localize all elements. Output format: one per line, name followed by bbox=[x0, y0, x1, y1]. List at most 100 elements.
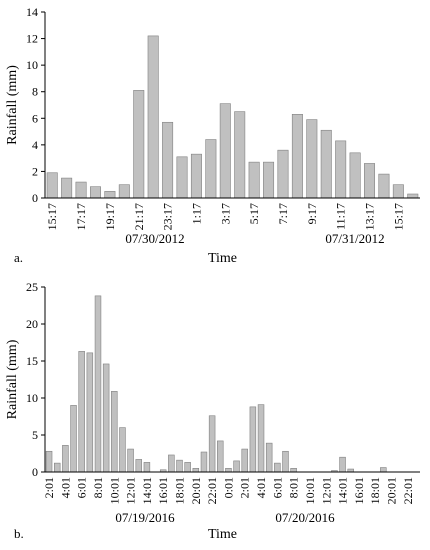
x-tick-label: 10:01 bbox=[303, 477, 317, 504]
bar bbox=[380, 467, 387, 473]
bar bbox=[168, 454, 175, 473]
bar bbox=[102, 363, 110, 473]
bar bbox=[176, 459, 183, 473]
x-tick-label: 19:17 bbox=[103, 203, 117, 230]
bar bbox=[291, 114, 303, 199]
bar bbox=[94, 295, 102, 473]
x-axis-title: Time bbox=[208, 251, 237, 266]
bar bbox=[208, 415, 216, 473]
x-tick-label: 11:17 bbox=[334, 203, 348, 230]
x-tick-label: 2:01 bbox=[238, 477, 252, 498]
y-tick-label: 6 bbox=[32, 111, 38, 125]
bar bbox=[263, 161, 275, 199]
x-tick-label: 3:17 bbox=[218, 203, 232, 224]
x-tick-label: 6:01 bbox=[270, 477, 284, 498]
bar bbox=[335, 140, 347, 199]
bar bbox=[61, 177, 73, 199]
y-axis-title: Rainfall (mm) bbox=[5, 339, 20, 419]
x-tick-label: 4:01 bbox=[58, 477, 72, 498]
bar bbox=[127, 448, 134, 473]
bar bbox=[75, 181, 87, 199]
bar bbox=[306, 119, 318, 199]
bar bbox=[234, 111, 246, 199]
panel-label: b. bbox=[14, 526, 24, 541]
bar bbox=[135, 459, 142, 473]
x-tick-label: 6:01 bbox=[75, 477, 89, 498]
bar bbox=[45, 450, 53, 473]
x-tick-label: 18:01 bbox=[368, 477, 382, 504]
x-tick-label: 0:01 bbox=[221, 477, 235, 498]
x-tick-label: 12:01 bbox=[319, 477, 333, 504]
bar bbox=[248, 161, 260, 199]
bar bbox=[364, 163, 376, 199]
bar bbox=[378, 173, 390, 199]
bar bbox=[70, 405, 77, 473]
x-tick-label: 15:17 bbox=[391, 203, 405, 230]
bar bbox=[62, 445, 69, 473]
y-tick-label: 0 bbox=[32, 465, 38, 479]
x-tick-label: 20:01 bbox=[384, 477, 398, 504]
bar bbox=[104, 191, 116, 199]
y-tick-label: 20 bbox=[26, 317, 38, 331]
bar bbox=[392, 184, 404, 199]
y-tick-label: 15 bbox=[26, 354, 38, 368]
x-tick-label: 4:01 bbox=[254, 477, 268, 498]
bar bbox=[217, 440, 224, 473]
bar bbox=[225, 467, 232, 473]
bar bbox=[249, 406, 257, 473]
bar bbox=[320, 129, 332, 199]
x-axis-title: Time bbox=[208, 527, 237, 542]
y-tick-label: 0 bbox=[32, 191, 38, 205]
x-tick-label: 12:01 bbox=[124, 477, 138, 504]
x-tick-label: 20:01 bbox=[189, 477, 203, 504]
date-label: 07/19/2016 bbox=[115, 510, 175, 525]
bar bbox=[46, 172, 58, 199]
bar bbox=[282, 450, 289, 473]
x-tick-label: 8:01 bbox=[287, 477, 301, 498]
y-tick-label: 10 bbox=[26, 391, 38, 405]
bar bbox=[143, 462, 151, 473]
x-tick-label: 5:17 bbox=[247, 203, 261, 224]
bar bbox=[147, 35, 159, 199]
bar bbox=[184, 462, 191, 473]
x-tick-label: 8:01 bbox=[91, 477, 105, 498]
date-label: 07/30/2012 bbox=[125, 231, 184, 246]
y-tick-label: 8 bbox=[32, 85, 38, 99]
bar bbox=[241, 448, 248, 473]
bar bbox=[192, 467, 200, 473]
x-tick-label: 18:01 bbox=[173, 477, 187, 504]
x-tick-label: 22:01 bbox=[401, 477, 415, 504]
x-tick-label: 13:17 bbox=[363, 203, 377, 230]
x-tick-label: 17:17 bbox=[74, 203, 88, 230]
bar bbox=[119, 427, 126, 473]
bar bbox=[200, 451, 208, 473]
bar bbox=[233, 460, 240, 473]
x-tick-label: 15:17 bbox=[45, 203, 59, 230]
y-tick-label: 12 bbox=[26, 32, 38, 46]
y-tick-label: 5 bbox=[32, 428, 38, 442]
x-tick-label: 21:17 bbox=[132, 203, 146, 230]
bar bbox=[219, 103, 231, 199]
y-tick-label: 10 bbox=[26, 58, 38, 72]
x-tick-label: 2:01 bbox=[42, 477, 56, 498]
bar bbox=[407, 193, 419, 199]
x-tick-label: 23:17 bbox=[161, 203, 175, 230]
bar bbox=[339, 456, 346, 473]
panel-label: a. bbox=[14, 250, 23, 265]
bar bbox=[176, 156, 188, 199]
bar bbox=[349, 152, 361, 199]
x-tick-label: 16:01 bbox=[352, 477, 366, 504]
bar bbox=[265, 442, 273, 473]
bar bbox=[274, 462, 281, 473]
bar bbox=[205, 139, 217, 199]
bar bbox=[78, 351, 85, 473]
x-tick-label: 22:01 bbox=[205, 477, 219, 504]
y-tick-label: 14 bbox=[26, 5, 38, 19]
x-tick-label: 7:17 bbox=[276, 203, 290, 224]
x-tick-label: 10:01 bbox=[107, 477, 121, 504]
bar bbox=[118, 184, 130, 199]
date-label: 07/20/2016 bbox=[275, 510, 335, 525]
y-tick-label: 4 bbox=[32, 138, 38, 152]
